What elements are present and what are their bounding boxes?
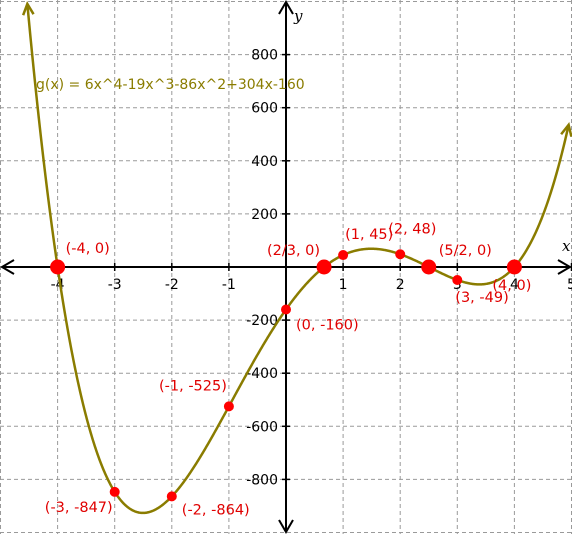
y-axis-label: y xyxy=(293,7,303,25)
data-point xyxy=(109,486,120,497)
root-point xyxy=(421,259,437,275)
x-tick-label: 2 xyxy=(396,277,405,293)
point-label: (-2, -864) xyxy=(182,502,250,518)
point-label: (-1, -525) xyxy=(159,378,227,394)
root-point xyxy=(50,259,66,275)
function-label: g(x) = 6x^4-19x^3-86x^2+304x-160 xyxy=(36,77,305,93)
y-tick-label: 200 xyxy=(251,207,278,223)
point-label: (2, 48) xyxy=(388,221,436,237)
y-axis-arrow-bottom xyxy=(278,519,294,534)
data-point xyxy=(166,491,177,502)
data-point xyxy=(338,250,349,261)
root-point xyxy=(506,259,522,275)
x-tick-label: 1 xyxy=(339,277,348,293)
point-label: (2/3, 0) xyxy=(267,243,320,259)
x-tick-label: 4 xyxy=(510,277,519,293)
point-label: (0, -160) xyxy=(296,317,359,333)
y-tick-label: 800 xyxy=(251,48,278,64)
x-axis-arrow-left xyxy=(0,259,15,275)
x-tick-label: -1 xyxy=(222,277,236,293)
point-label: (1, 45) xyxy=(345,227,393,243)
x-axis-arrow-right xyxy=(557,259,572,275)
curve-layer xyxy=(21,1,572,515)
x-tick-label: -3 xyxy=(108,277,122,293)
x-tick-label: -4 xyxy=(51,277,65,293)
curve-arrow-left xyxy=(21,1,35,16)
data-point xyxy=(452,275,463,286)
curve-arrow-right xyxy=(560,122,572,137)
point-label: (3, -49) xyxy=(455,290,508,306)
y-tick-label: -200 xyxy=(246,313,278,329)
y-tick-label: -400 xyxy=(246,366,278,382)
point-label: (5/2, 0) xyxy=(439,243,492,259)
data-point xyxy=(281,304,291,315)
x-tick-label: 5 xyxy=(567,277,572,293)
function-curve xyxy=(26,3,570,515)
y-tick-label: 400 xyxy=(251,154,278,170)
root-point xyxy=(316,259,332,275)
point-label: (-4, 0) xyxy=(66,241,110,257)
y-axis-arrow-top xyxy=(278,0,294,15)
y-tick-label: -600 xyxy=(246,419,278,435)
point-label: (-3, -847) xyxy=(45,500,113,516)
point-label: (4, 0) xyxy=(492,278,531,294)
data-point xyxy=(395,249,406,260)
x-tick-label: -2 xyxy=(165,277,179,293)
y-tick-label: 600 xyxy=(251,101,278,117)
tick-labels: -4-3-2-112345800600400200-200-400-600-80… xyxy=(51,48,572,489)
y-tick-label: -800 xyxy=(246,472,278,488)
x-axis-label: x xyxy=(562,237,571,255)
points-layer: (-4, 0) (-3, -847) (-2, -864) (-1, -525) (0,… xyxy=(45,221,532,518)
data-point xyxy=(223,401,234,412)
